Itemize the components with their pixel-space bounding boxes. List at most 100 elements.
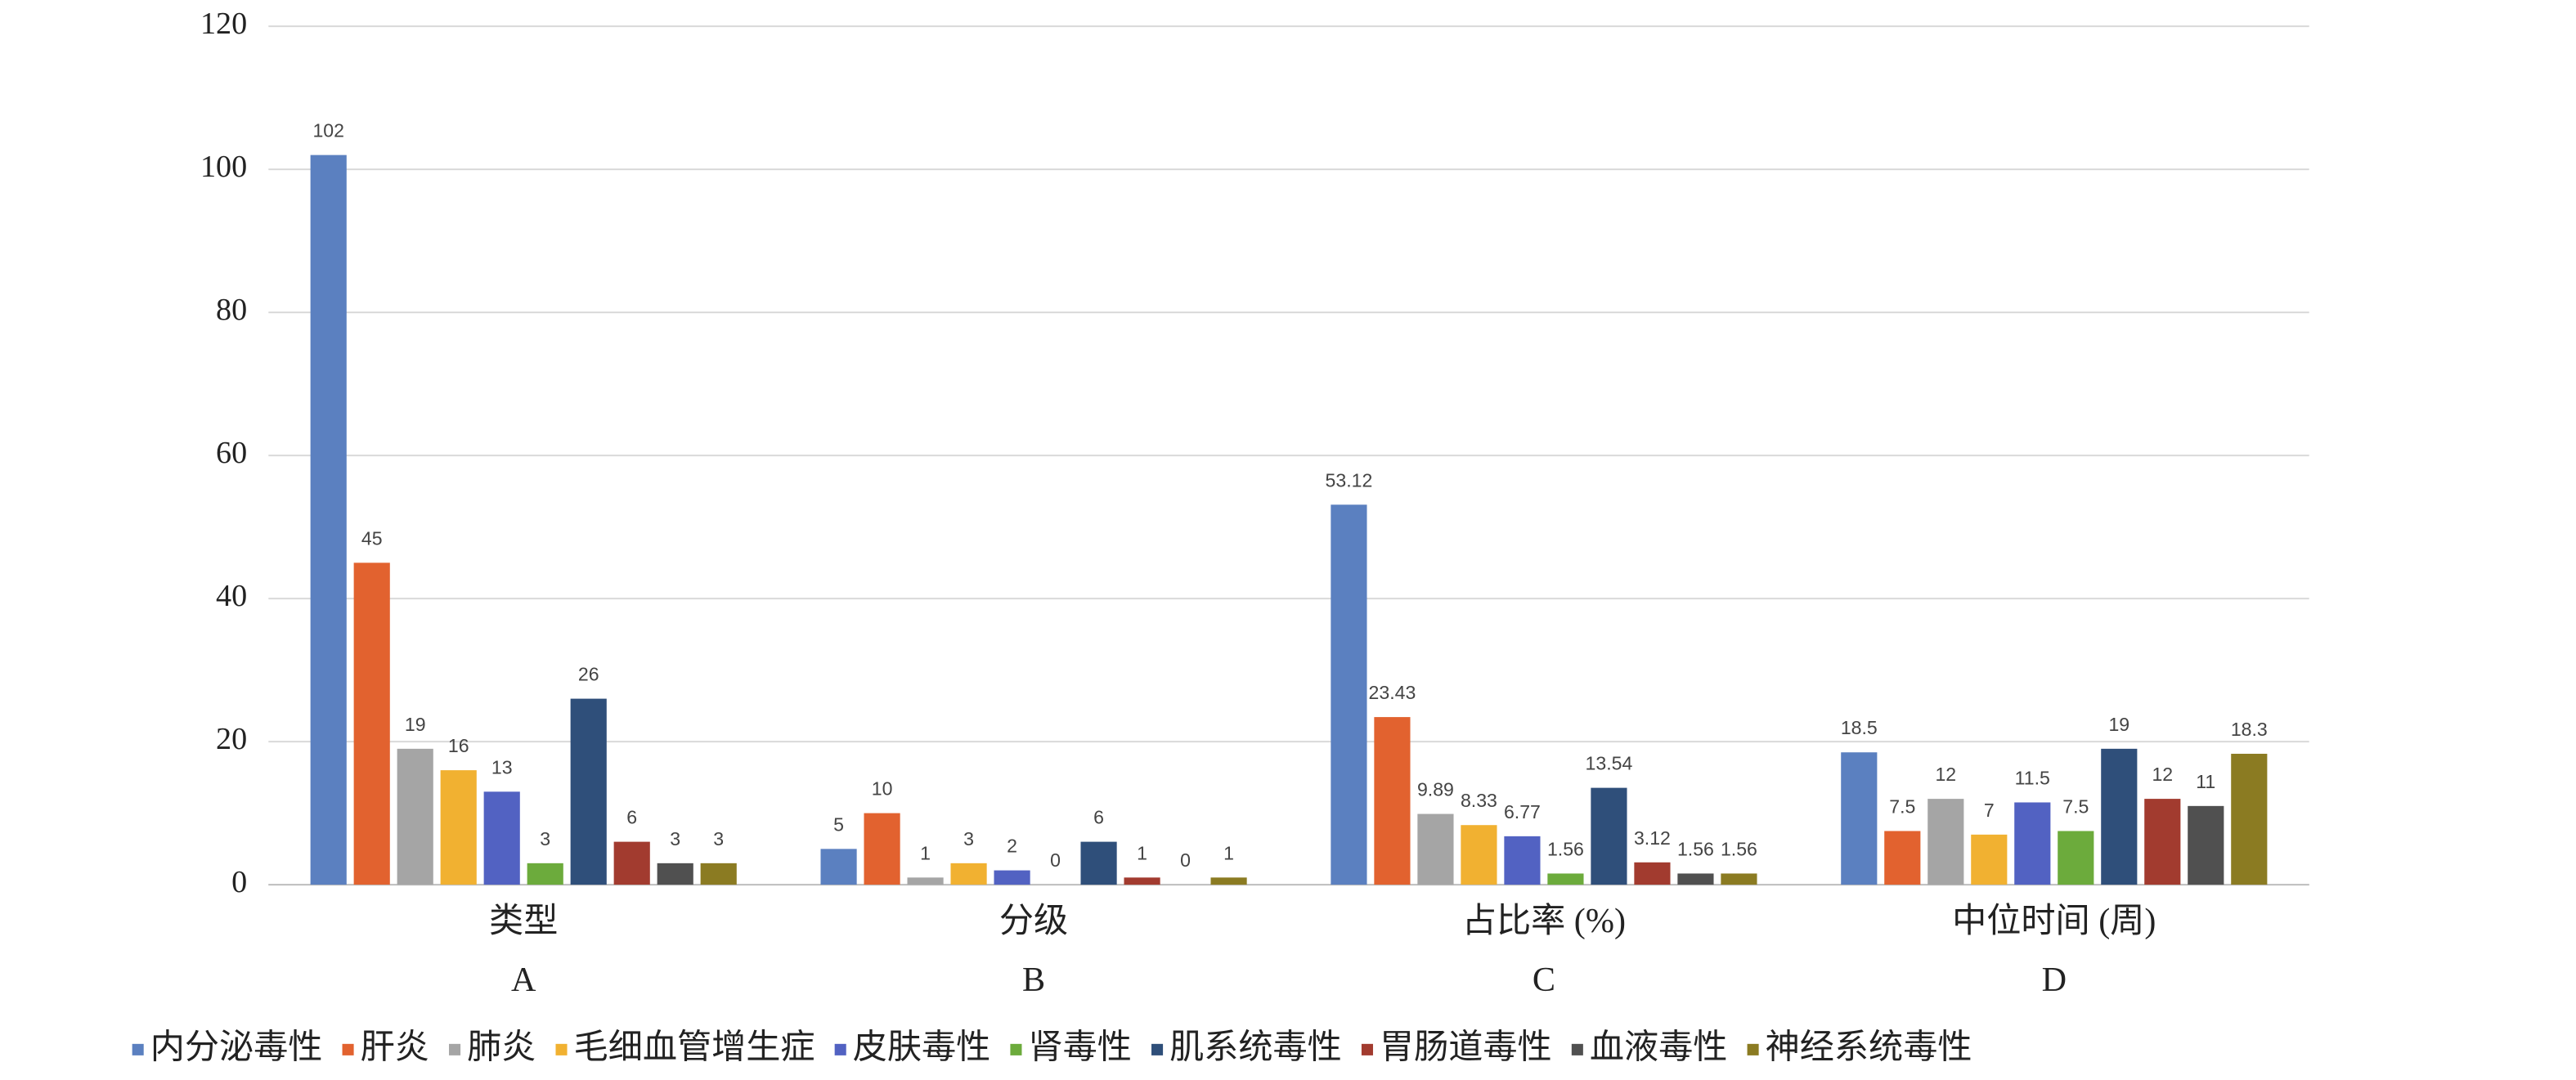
x-sub-label: C: [1533, 961, 1555, 999]
bar: [1331, 504, 1367, 885]
legend-marker: [1151, 1043, 1164, 1055]
y-tick-label: 100: [200, 150, 247, 184]
legend-marker: [342, 1043, 354, 1055]
y-tick-label: 80: [216, 293, 247, 327]
value-label: 45: [361, 527, 383, 549]
bar: [820, 849, 857, 885]
x-tick-label: 分级: [999, 902, 1068, 940]
legend-marker: [1571, 1043, 1583, 1055]
value-label: 3: [670, 828, 680, 849]
bar: [1971, 834, 2008, 885]
bar: [657, 863, 693, 885]
bar: [1080, 841, 1117, 885]
bar: [1374, 717, 1411, 885]
y-tick-label: 20: [216, 722, 247, 756]
value-label: 12: [1935, 764, 1956, 785]
value-label: 1: [920, 842, 931, 863]
bar: [483, 791, 520, 885]
legend-label: 毛细血管增生症: [574, 1028, 815, 1067]
bar: [2058, 831, 2094, 885]
legend-label: 肾毒性: [1028, 1028, 1131, 1067]
value-label: 23.43: [1369, 682, 1416, 703]
value-label: 1: [1223, 842, 1234, 863]
bar: [1841, 752, 1878, 885]
bar: [994, 870, 1030, 885]
x-tick-label: 类型: [489, 902, 558, 940]
bar: [2144, 799, 2181, 885]
bar: [440, 770, 477, 885]
legend-label: 内分泌毒性: [150, 1028, 323, 1067]
value-label: 1.56: [1677, 838, 1714, 859]
value-label: 1: [1137, 842, 1147, 863]
value-label: 11: [2196, 771, 2215, 792]
bar: [907, 877, 944, 885]
value-label: 3: [963, 828, 974, 849]
value-label: 3: [713, 828, 724, 849]
bar: [570, 698, 607, 885]
bar: [527, 863, 563, 885]
y-tick-label: 120: [200, 7, 247, 41]
x-tick-label: 占比率 (%): [1462, 902, 1626, 940]
bar: [1591, 787, 1627, 885]
value-label: 102: [312, 120, 344, 141]
bar: [613, 841, 650, 885]
bar: [1504, 836, 1541, 885]
value-label: 7.5: [1889, 795, 1915, 817]
value-label: 0: [1180, 849, 1191, 871]
value-label: 13.54: [1586, 753, 1633, 774]
bar: [310, 155, 347, 885]
legend-marker: [555, 1043, 568, 1055]
bar: [864, 813, 900, 885]
legend-label: 肝炎: [361, 1028, 429, 1067]
value-label: 3.12: [1634, 827, 1671, 849]
value-label: 10: [872, 778, 893, 800]
legend-label: 肌系统毒性: [1169, 1028, 1342, 1067]
bar: [1721, 873, 1757, 885]
value-label: 6: [1093, 807, 1104, 828]
legend-label: 胃肠道毒性: [1380, 1028, 1552, 1067]
x-sub-label: A: [511, 961, 536, 999]
x-sub-label: D: [2042, 961, 2067, 999]
legend-label: 皮肤毒性: [853, 1028, 991, 1067]
x-sub-label: B: [1022, 961, 1045, 999]
value-label: 1.56: [1721, 838, 1757, 859]
value-label: 13: [491, 756, 513, 778]
value-label: 3: [540, 828, 550, 849]
legend-marker: [1010, 1043, 1022, 1055]
bar: [1417, 813, 1454, 885]
bar: [1884, 831, 1921, 885]
value-label: 2: [1007, 836, 1017, 857]
value-label: 6: [626, 807, 637, 828]
legend-marker: [449, 1043, 461, 1055]
value-label: 26: [578, 664, 599, 685]
bar: [2188, 805, 2224, 885]
bar: [950, 863, 987, 885]
bar: [2014, 802, 2051, 885]
legend-label: 肺炎: [467, 1028, 536, 1067]
value-label: 18.3: [2231, 719, 2268, 740]
value-label: 9.89: [1417, 779, 1454, 800]
value-label: 8.33: [1461, 790, 1497, 811]
value-label: 18.5: [1841, 717, 1878, 738]
legend-marker: [132, 1043, 144, 1055]
value-label: 7.5: [2062, 795, 2089, 817]
bar: [1124, 877, 1160, 885]
legend-marker: [1747, 1043, 1759, 1055]
value-label: 19: [405, 714, 426, 735]
value-label: 6.77: [1504, 801, 1541, 822]
bar: [2231, 753, 2268, 885]
legend-marker: [834, 1043, 846, 1055]
value-label: 12: [2152, 764, 2173, 785]
value-label: 53.12: [1326, 469, 1373, 491]
value-label: 5: [833, 813, 844, 835]
value-label: 7: [1984, 800, 1995, 821]
bar: [700, 863, 737, 885]
y-tick-label: 60: [216, 436, 247, 470]
value-label: 19: [2108, 714, 2129, 735]
bar: [1547, 873, 1584, 885]
bar: [1634, 862, 1671, 885]
legend-label: 血液毒性: [1590, 1028, 1728, 1067]
x-tick-label: 中位时间 (周): [1952, 902, 2156, 940]
value-label: 1.56: [1547, 838, 1584, 859]
